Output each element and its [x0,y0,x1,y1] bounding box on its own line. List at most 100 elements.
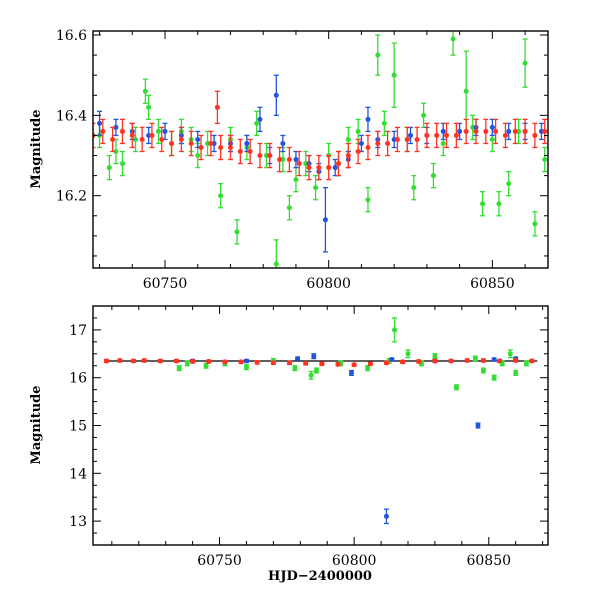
data-marker [286,157,292,163]
data-marker [119,161,125,167]
data-point [146,94,152,121]
data-marker [532,132,538,138]
data-point [496,191,502,217]
data-marker [432,358,438,364]
data-point [293,150,299,169]
data-marker [529,358,535,364]
data-marker [542,157,548,163]
data-point [106,154,112,181]
data-marker [149,132,155,138]
y-tick-label: 16.4 [56,108,87,124]
data-marker [400,359,406,365]
data-point [133,126,139,153]
plot-area [93,31,548,268]
data-point [491,357,497,363]
data-marker [513,370,519,376]
data-point [184,360,190,367]
data-marker [203,363,209,369]
data-marker [273,261,279,267]
data-point [149,122,155,149]
data-marker [414,136,420,142]
data-point [475,422,481,429]
data-point [292,365,298,372]
data-marker [133,136,139,142]
data-marker [355,128,361,134]
data-point [254,110,260,137]
data-point [218,182,224,209]
data-point [365,134,371,161]
data-marker [280,140,286,146]
data-marker [198,144,204,150]
data-point [532,122,538,149]
data-marker [319,361,325,367]
data-point [295,356,301,362]
data-point [100,118,106,145]
data-point [335,361,341,367]
data-marker [391,72,397,78]
data-point [351,362,357,368]
data-point [142,78,148,104]
data-point [139,126,145,153]
data-point [416,358,422,364]
data-point [257,142,263,169]
data-marker [162,128,168,134]
data-point [203,362,209,369]
data-marker [155,128,161,134]
data-point [117,357,123,363]
data-point [198,134,204,161]
data-marker [358,140,364,146]
data-point [463,118,469,145]
data-point [273,239,279,268]
data-marker [424,132,430,138]
data-marker [475,423,481,428]
data-point [506,122,512,141]
data-point [178,126,184,153]
data-point [267,142,273,169]
data-point [493,118,499,145]
data-marker [502,132,508,138]
data-point [434,122,440,149]
series-0 [97,31,548,268]
data-marker [311,353,317,359]
data-marker [243,364,249,370]
series-1 [97,74,544,253]
data-marker [270,360,276,366]
data-point [513,369,519,376]
data-point [464,357,470,363]
upper-y-axis-label: Magnitude [29,109,44,188]
data-marker [463,128,469,134]
data-point [257,106,263,133]
data-marker [496,201,502,207]
y-tick-label: 16.2 [56,189,87,205]
data-point [389,357,395,363]
data-point [162,122,168,141]
data-marker [345,153,351,159]
data-point [155,118,161,145]
data-point [440,122,446,141]
data-marker [512,128,518,134]
data-marker [244,140,250,146]
data-marker [430,173,436,179]
data-point [394,126,400,153]
data-marker [522,128,528,134]
data-point [506,170,512,197]
data-point [103,358,109,364]
data-point [348,369,354,376]
data-point [119,150,125,177]
data-marker [243,358,249,364]
data-marker [169,140,175,146]
data-point [243,364,249,371]
data-point [157,358,163,364]
data-marker [335,361,341,367]
data-marker [97,120,103,126]
data-marker [206,358,212,364]
data-marker [434,132,440,138]
data-marker [227,144,233,150]
data-point [489,118,495,137]
y-tick-label: 17 [69,323,87,339]
data-marker [463,88,469,94]
data-marker [208,140,214,146]
data-marker [421,112,427,118]
data-point [529,358,535,364]
data-point [367,361,373,367]
